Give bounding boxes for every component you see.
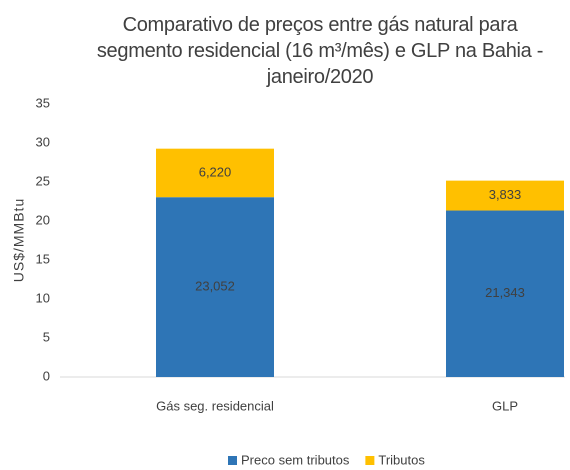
chart-title: Comparativo de preços entre gás natural …: [96, 14, 544, 88]
y-tick-label: 0: [43, 368, 50, 383]
data-label: 3,833: [489, 187, 522, 202]
bar-segment: [156, 197, 274, 377]
x-tick-label: GLP: [492, 398, 518, 413]
data-label: 23,052: [195, 279, 235, 294]
bar-segment: [156, 148, 274, 198]
bar-segment: [446, 180, 564, 211]
x-tick-label: Gás seg. residencial: [156, 398, 274, 413]
bar-segment: [446, 210, 564, 377]
y-tick-label: 30: [36, 134, 50, 149]
legend-swatch: [365, 456, 375, 465]
legend-label: Tributos: [378, 452, 425, 467]
y-tick-label: 15: [36, 251, 50, 266]
y-axis-label: US$/MMBtu: [11, 198, 27, 282]
y-tick-label: 35: [36, 95, 50, 110]
y-tick-label: 5: [43, 329, 50, 344]
data-label: 6,220: [199, 164, 232, 179]
legend-swatch: [228, 456, 237, 465]
data-label: 21,343: [485, 285, 525, 300]
y-tick-label: 20: [36, 212, 50, 227]
legend-label: Preco sem tributos: [241, 452, 350, 467]
y-tick-label: 10: [36, 290, 50, 305]
y-tick-label: 25: [36, 173, 50, 188]
